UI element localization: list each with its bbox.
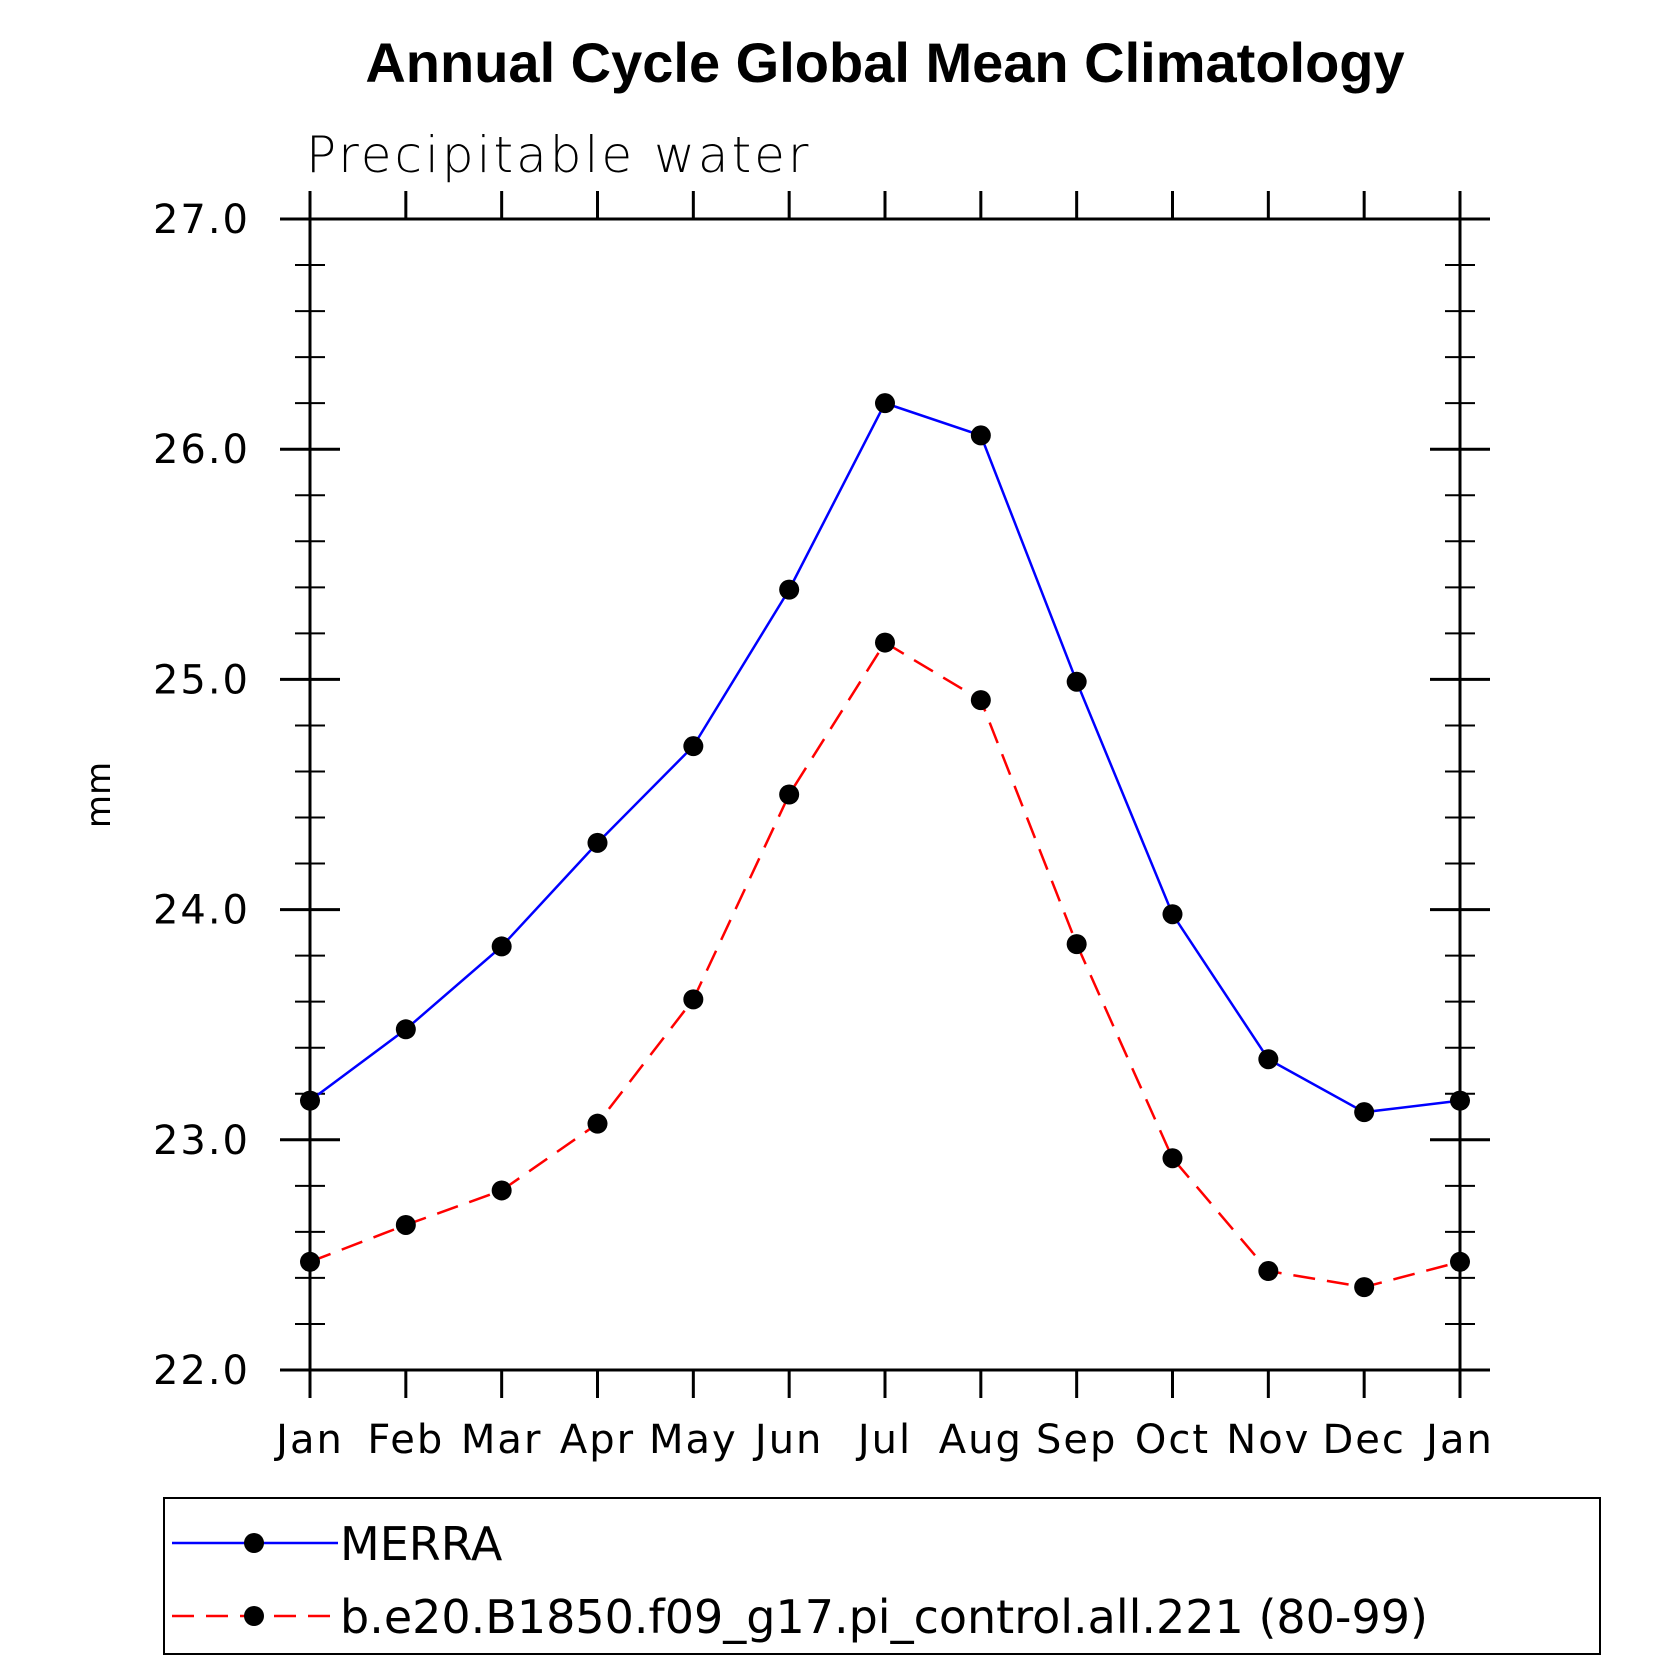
series-1-point [491, 936, 512, 957]
series-2-point [1354, 1277, 1375, 1298]
series-1-point [1258, 1049, 1279, 1070]
y-tick-label: 25.0 [153, 657, 250, 703]
series-2-point [395, 1214, 416, 1235]
series-2-point [1162, 1148, 1183, 1169]
legend-label-2: b.e20.B1850.f09_g17.pi_control.all.221 (… [340, 1590, 1428, 1644]
series-1-point [300, 1090, 320, 1111]
series-2-point [587, 1113, 608, 1134]
y-axis-label: mm [79, 762, 119, 828]
y-ticks: 22.0 23.0 24.0 25.0 26.0 27.0 [153, 197, 1490, 1394]
x-tick-label: Sep [1036, 1417, 1117, 1463]
y-tick-label: 26.0 [153, 427, 250, 473]
series-2-point [970, 690, 991, 711]
series-1-point [779, 579, 800, 600]
y-tick-label: 27.0 [153, 197, 250, 243]
minor-ticks [295, 264, 1475, 1325]
x-tick-label: Feb [367, 1417, 444, 1463]
x-tick-label: Jan [1423, 1417, 1494, 1463]
legend-box [163, 1497, 1601, 1655]
legend-marker-1 [244, 1533, 264, 1553]
x-ticks: Jan Feb Mar Apr May Jun Jul Aug Sep Oct Nov Dec Jan [273, 191, 1494, 1463]
series-2-point [491, 1180, 512, 1201]
x-tick-label: Jun [752, 1417, 824, 1463]
series-2-point [1258, 1261, 1279, 1282]
series-1-point [683, 736, 704, 757]
series-2-point [683, 989, 704, 1010]
legend-marker-2 [244, 1606, 264, 1626]
series-1-point [1450, 1090, 1470, 1111]
x-tick-label: Apr [560, 1417, 635, 1463]
x-tick-label: Nov [1226, 1417, 1310, 1463]
y-tick-label: 22.0 [153, 1348, 250, 1394]
series-1-point [1162, 904, 1183, 925]
series-1-point [970, 425, 991, 446]
legend: MERRA b.e20.B1850.f09_g17.pi_control.all.… [163, 1497, 1601, 1655]
series-2-point [300, 1251, 320, 1272]
x-tick-label: May [649, 1417, 738, 1463]
series-group [300, 393, 1470, 1298]
series-2-point [779, 784, 800, 805]
x-tick-label: Jul [855, 1417, 912, 1463]
series-1-point [1354, 1102, 1375, 1123]
x-tick-label: Mar [461, 1417, 542, 1463]
series-1-point [587, 832, 608, 853]
series-line-2 [309, 640, 1461, 1289]
legend-entries: MERRA b.e20.B1850.f09_g17.pi_control.all.… [172, 1517, 1428, 1644]
x-tick-label: Oct [1135, 1417, 1210, 1463]
y-tick-label: 24.0 [153, 888, 250, 934]
series-1-point [875, 393, 895, 414]
legend-label-1: MERRA [340, 1517, 503, 1571]
series-2-point [1450, 1251, 1470, 1272]
x-tick-label: Aug [939, 1417, 1023, 1463]
series-1-point [395, 1019, 416, 1040]
series-line-1 [309, 401, 1461, 1114]
y-tick-label: 23.0 [153, 1118, 250, 1164]
series-1-point [1066, 671, 1087, 692]
chart-title: Annual Cycle Global Mean Climatology [365, 31, 1404, 94]
x-tick-label: Dec [1322, 1417, 1405, 1463]
series-2-point [875, 632, 895, 653]
series-2-point [1066, 934, 1087, 955]
x-tick-label: Jan [273, 1417, 344, 1463]
chart-subtitle: Precipitable water [306, 126, 812, 184]
